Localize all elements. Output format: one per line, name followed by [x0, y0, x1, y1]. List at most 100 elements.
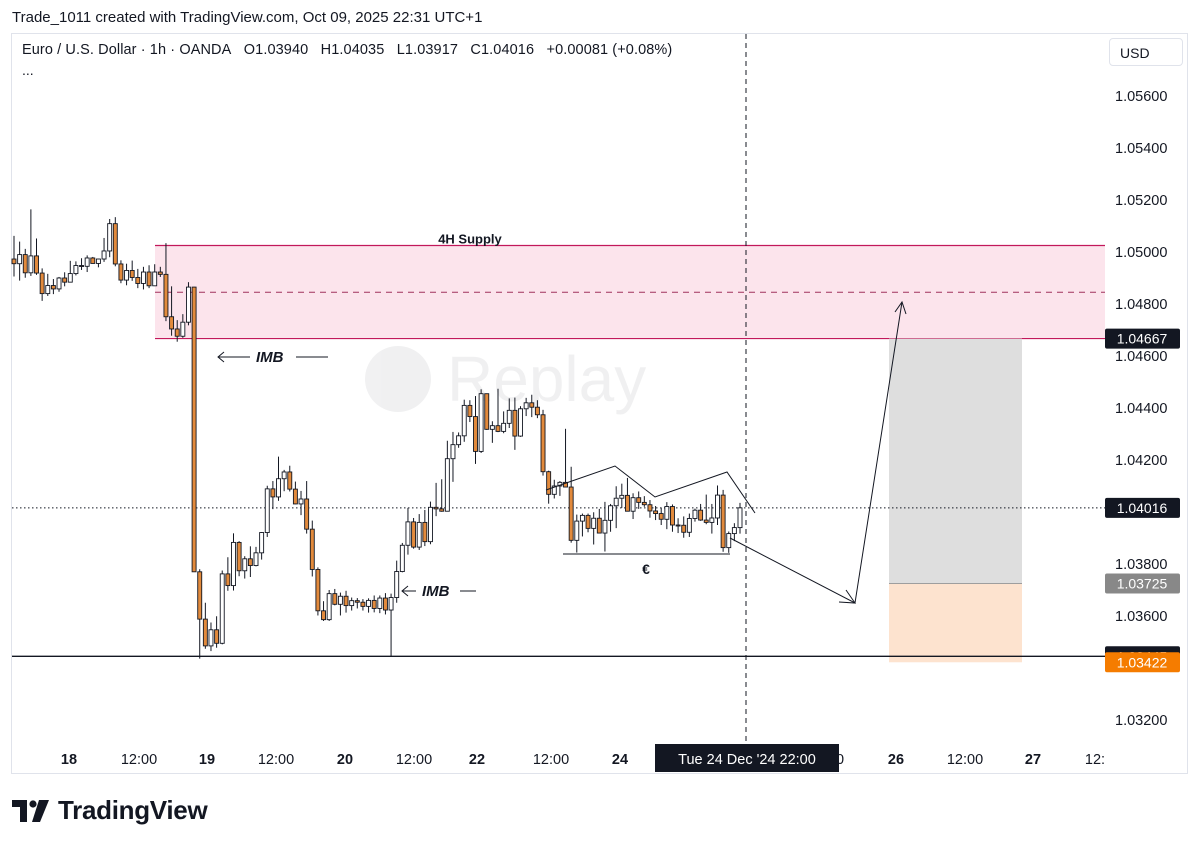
candle[interactable] — [630, 493, 636, 520]
candle[interactable] — [523, 397, 529, 417]
candle[interactable] — [292, 481, 298, 505]
candle[interactable] — [715, 485, 720, 525]
candle[interactable] — [50, 279, 56, 295]
candle[interactable] — [186, 282, 191, 326]
candle[interactable] — [62, 272, 68, 287]
candle[interactable] — [602, 501, 608, 552]
candle[interactable] — [371, 595, 377, 613]
candle[interactable] — [315, 567, 321, 616]
candle[interactable] — [191, 286, 197, 573]
candle[interactable] — [163, 243, 169, 322]
candle[interactable] — [360, 599, 366, 611]
candle[interactable] — [39, 268, 45, 301]
candle[interactable] — [304, 481, 310, 534]
candle[interactable] — [731, 523, 737, 542]
candle[interactable] — [495, 388, 501, 433]
candle[interactable] — [28, 209, 34, 276]
candle[interactable] — [377, 595, 383, 614]
candle[interactable] — [298, 490, 304, 516]
candle[interactable] — [534, 400, 540, 419]
candle[interactable] — [619, 483, 625, 508]
price-tag[interactable]: 1.04016 — [1105, 497, 1180, 518]
candle[interactable] — [416, 514, 422, 550]
candle[interactable] — [34, 238, 39, 275]
candle[interactable] — [107, 218, 113, 258]
candle[interactable] — [624, 477, 630, 512]
candle[interactable] — [287, 465, 293, 492]
candle[interactable] — [529, 394, 535, 418]
candle[interactable] — [247, 546, 253, 577]
candle[interactable] — [636, 491, 642, 509]
projection-path[interactable] — [729, 301, 903, 604]
candle[interactable] — [670, 504, 675, 532]
candle[interactable] — [568, 466, 574, 543]
candle[interactable] — [473, 396, 478, 464]
candle[interactable] — [343, 590, 349, 613]
candle[interactable] — [641, 496, 647, 507]
candle[interactable] — [276, 456, 281, 501]
candle[interactable] — [596, 508, 602, 534]
candle[interactable] — [236, 541, 242, 577]
candle[interactable] — [382, 593, 388, 615]
candle[interactable] — [698, 503, 704, 521]
candle[interactable] — [95, 258, 101, 268]
candle[interactable] — [551, 479, 557, 499]
candle[interactable] — [720, 489, 726, 552]
candle[interactable] — [686, 513, 692, 537]
candle[interactable] — [433, 482, 439, 517]
candle[interactable] — [506, 398, 512, 429]
currency-button[interactable]: USD — [1109, 38, 1183, 66]
candle[interactable] — [439, 479, 445, 512]
candle[interactable] — [214, 616, 220, 648]
candle[interactable] — [135, 268, 141, 289]
candle[interactable] — [428, 501, 433, 545]
tradingview-logo[interactable]: TradingView — [12, 795, 208, 826]
candle[interactable] — [231, 533, 236, 591]
candle[interactable] — [461, 399, 467, 442]
candle[interactable] — [422, 509, 428, 547]
candle[interactable] — [512, 397, 518, 450]
candle[interactable] — [219, 570, 225, 645]
candle[interactable] — [653, 506, 659, 521]
candle[interactable] — [157, 266, 163, 277]
candle[interactable] — [585, 513, 591, 533]
candle[interactable] — [259, 532, 265, 560]
candle[interactable] — [613, 486, 619, 529]
candle[interactable] — [337, 592, 343, 616]
candle[interactable] — [540, 409, 546, 476]
price-tag[interactable]: 1.03422 — [1105, 652, 1180, 673]
candle[interactable] — [152, 264, 158, 287]
candle[interactable] — [225, 557, 231, 591]
symbol-legend[interactable]: Euro / U.S. Dollar · 1h · OANDA O1.03940… — [22, 42, 672, 58]
candle[interactable] — [388, 593, 394, 657]
candle[interactable] — [174, 320, 180, 342]
candle[interactable] — [332, 588, 338, 606]
price-tag[interactable]: 1.03725 — [1105, 573, 1180, 594]
candle[interactable] — [202, 602, 208, 649]
candle[interactable] — [17, 241, 23, 281]
candle[interactable] — [456, 432, 462, 448]
candle[interactable] — [146, 265, 152, 289]
candle[interactable] — [253, 546, 259, 567]
candle[interactable] — [444, 440, 450, 512]
candle[interactable] — [208, 622, 214, 652]
candle[interactable] — [11, 235, 17, 277]
candle[interactable] — [281, 469, 287, 492]
candle[interactable] — [169, 286, 175, 336]
candle[interactable] — [354, 598, 360, 609]
candle[interactable] — [658, 507, 664, 525]
price-tag[interactable]: 1.04667 — [1105, 328, 1180, 349]
candle[interactable] — [67, 260, 73, 283]
pattern-upper-line[interactable] — [545, 465, 756, 514]
candle[interactable] — [45, 273, 51, 296]
candle[interactable] — [608, 503, 614, 532]
candle[interactable] — [197, 569, 203, 659]
candle[interactable] — [366, 598, 372, 613]
candle[interactable] — [79, 258, 84, 270]
candle[interactable] — [563, 428, 568, 488]
candle[interactable] — [478, 389, 484, 453]
candle[interactable] — [349, 597, 355, 611]
candle[interactable] — [180, 314, 186, 338]
candle[interactable] — [675, 518, 681, 534]
candle[interactable] — [411, 517, 417, 549]
